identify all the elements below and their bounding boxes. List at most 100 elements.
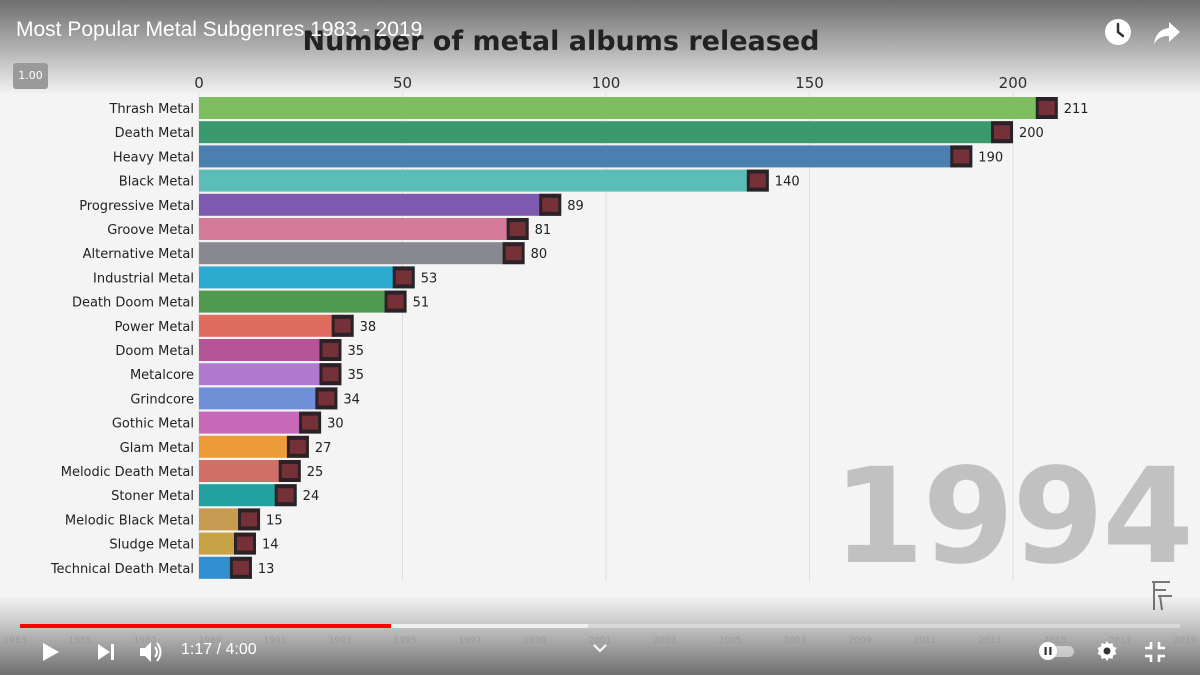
- chart-title: Number of metal albums released: [302, 26, 820, 57]
- timeline-year-label: 2019: [1173, 636, 1197, 646]
- timeline-year-label: 2005: [718, 636, 742, 646]
- album-art-detail: [277, 488, 294, 503]
- bar: [199, 242, 525, 265]
- bar: [199, 193, 562, 216]
- value-label: 27: [315, 441, 332, 456]
- album-thumbnail: [315, 387, 338, 410]
- chevron-down-icon[interactable]: [591, 641, 609, 655]
- album-thumbnail: [746, 169, 769, 192]
- bar: [199, 290, 407, 313]
- category-label: Heavy Metal: [113, 150, 194, 165]
- autoplay-toggle[interactable]: [1036, 641, 1076, 661]
- timeline-year-label: 2009: [848, 636, 872, 646]
- category-label: Death Doom Metal: [72, 296, 194, 311]
- value-label: 80: [531, 247, 548, 262]
- timeline-year-label: 2017: [1108, 636, 1132, 646]
- album-art-detail: [302, 415, 319, 430]
- timeline-year-label: 1999: [523, 636, 547, 646]
- category-label: Death Metal: [115, 126, 194, 141]
- album-thumbnail: [286, 435, 309, 458]
- timeline-year-label: 1989: [198, 636, 222, 646]
- value-label: 15: [266, 513, 283, 528]
- album-thumbnail: [506, 218, 529, 240]
- album-thumbnail: [539, 193, 562, 216]
- bar: [199, 266, 415, 289]
- album-art-detail: [395, 270, 412, 285]
- timeline-year-label: 1995: [393, 636, 417, 646]
- x-tick-label: 100: [592, 74, 621, 92]
- album-art-detail: [236, 536, 253, 551]
- category-label: Melodic Death Metal: [61, 465, 194, 480]
- value-label: 51: [413, 296, 430, 311]
- share-icon[interactable]: [1151, 16, 1183, 48]
- value-label: 34: [343, 392, 360, 407]
- album-thumbnail: [299, 411, 322, 434]
- exit-fullscreen-icon[interactable]: [1142, 639, 1168, 665]
- x-tick-label: 200: [999, 74, 1028, 92]
- timeline-year-label: 1985: [68, 636, 92, 646]
- timeline-year-label: 1997: [458, 636, 482, 646]
- album-thumbnail: [502, 242, 525, 265]
- bar: [199, 218, 529, 240]
- album-art-detail: [542, 197, 559, 212]
- value-label: 14: [262, 538, 279, 553]
- value-label: 53: [421, 271, 438, 286]
- album-art-detail: [232, 560, 249, 575]
- album-thumbnail: [991, 121, 1013, 144]
- category-label: Groove Metal: [107, 223, 194, 238]
- bar: [199, 484, 297, 507]
- channel-logo: [1152, 581, 1172, 611]
- category-label: Doom Metal: [115, 344, 194, 359]
- play-icon[interactable]: [38, 640, 62, 664]
- value-label: 211: [1064, 102, 1089, 117]
- album-art-detail: [322, 367, 339, 382]
- category-label: Glam Metal: [120, 441, 194, 456]
- gear-icon[interactable]: [1095, 639, 1119, 663]
- timeline-years: 1983 1985 1987 1989 1991 1993 1995 1997 1999 2001…: [0, 636, 1200, 650]
- value-label: 30: [327, 417, 344, 432]
- clock-icon[interactable]: [1102, 16, 1134, 48]
- value-label: 35: [347, 368, 364, 383]
- album-art-detail: [994, 125, 1010, 140]
- volume-icon[interactable]: [137, 638, 165, 666]
- next-icon[interactable]: [94, 640, 118, 664]
- album-thumbnail: [278, 460, 301, 482]
- bar: [199, 435, 309, 458]
- category-label: Industrial Metal: [93, 271, 194, 286]
- bar: [199, 97, 1058, 119]
- category-label: Grindcore: [130, 392, 194, 407]
- album-art-detail: [1038, 101, 1055, 115]
- timeline-year-label: 2011: [913, 636, 937, 646]
- value-label: 24: [303, 489, 320, 504]
- timeline-year-label: 1983: [3, 636, 27, 646]
- album-thumbnail: [238, 508, 261, 531]
- video-title[interactable]: Most Popular Metal Subgenres 1983 - 2019: [16, 18, 423, 41]
- album-art-detail: [509, 222, 526, 236]
- album-thumbnail: [274, 484, 297, 507]
- album-art-detail: [289, 439, 306, 454]
- bar: [199, 363, 342, 386]
- progress-played: [20, 624, 392, 628]
- value-label: 190: [978, 150, 1003, 165]
- album-thumbnail: [384, 290, 407, 313]
- category-label: Technical Death Metal: [50, 562, 194, 577]
- album-art-detail: [241, 512, 258, 527]
- bar: [199, 169, 769, 192]
- bar: [199, 411, 322, 434]
- bar: [199, 339, 342, 361]
- timeline-year-label: 2007: [783, 636, 807, 646]
- category-label: Black Metal: [119, 175, 194, 190]
- x-tick-label: 150: [795, 74, 824, 92]
- bar: [199, 387, 338, 410]
- album-thumbnail: [229, 556, 252, 579]
- timeline-year-label: 1993: [328, 636, 352, 646]
- timeline-year-label: 2015: [1043, 636, 1067, 646]
- value-label: 200: [1019, 126, 1044, 141]
- album-art-detail: [281, 464, 298, 478]
- value-label: 81: [535, 223, 552, 238]
- progress-bar[interactable]: [20, 624, 1180, 628]
- album-art-detail: [318, 391, 335, 406]
- album-thumbnail: [1035, 97, 1058, 119]
